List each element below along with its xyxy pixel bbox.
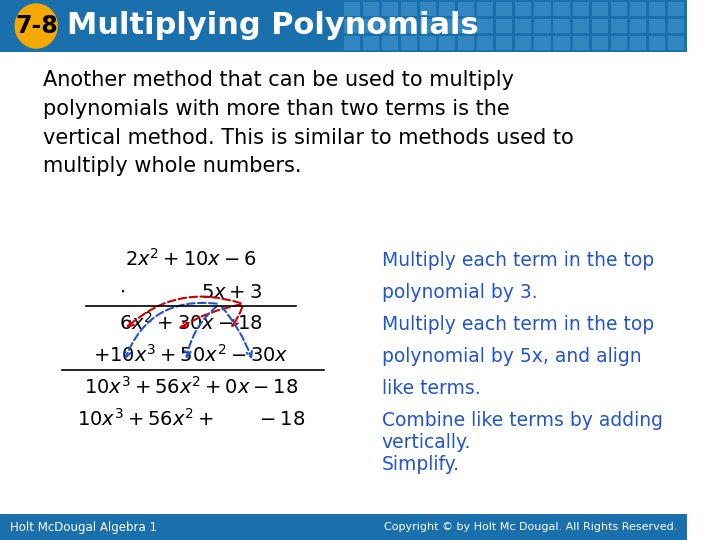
FancyBboxPatch shape xyxy=(363,2,379,16)
FancyBboxPatch shape xyxy=(554,36,570,50)
FancyBboxPatch shape xyxy=(592,2,608,16)
Text: vertically.: vertically. xyxy=(382,433,471,452)
FancyBboxPatch shape xyxy=(382,2,398,16)
Text: $2x^2 + 10x - 6$: $2x^2 + 10x - 6$ xyxy=(125,248,256,270)
FancyBboxPatch shape xyxy=(649,2,665,16)
FancyBboxPatch shape xyxy=(496,2,513,16)
FancyBboxPatch shape xyxy=(516,36,531,50)
FancyBboxPatch shape xyxy=(630,2,646,16)
Text: $\cdot \quad \quad \quad \quad 5x + 3$: $\cdot \quad \quad \quad \quad 5x + 3$ xyxy=(120,283,262,302)
FancyBboxPatch shape xyxy=(649,36,665,50)
FancyBboxPatch shape xyxy=(0,0,687,52)
FancyBboxPatch shape xyxy=(516,2,531,16)
Text: Another method that can be used to multiply
polynomials with more than two terms: Another method that can be used to multi… xyxy=(43,70,574,177)
FancyBboxPatch shape xyxy=(516,19,531,33)
Text: like terms.: like terms. xyxy=(382,379,480,398)
FancyBboxPatch shape xyxy=(572,19,589,33)
FancyBboxPatch shape xyxy=(458,19,474,33)
Text: $+ 10x^3 + 50x^2 - 30x$: $+ 10x^3 + 50x^2 - 30x$ xyxy=(93,344,289,366)
FancyBboxPatch shape xyxy=(630,19,646,33)
FancyBboxPatch shape xyxy=(420,19,436,33)
FancyBboxPatch shape xyxy=(496,36,513,50)
FancyBboxPatch shape xyxy=(668,2,684,16)
Text: Combine like terms by adding: Combine like terms by adding xyxy=(382,411,662,430)
Text: Multiply each term in the top: Multiply each term in the top xyxy=(382,315,654,334)
FancyBboxPatch shape xyxy=(343,19,360,33)
Text: Multiplying Polynomials: Multiplying Polynomials xyxy=(67,11,479,40)
Circle shape xyxy=(15,4,58,48)
FancyBboxPatch shape xyxy=(420,36,436,50)
FancyBboxPatch shape xyxy=(592,36,608,50)
FancyBboxPatch shape xyxy=(439,19,455,33)
FancyBboxPatch shape xyxy=(477,36,493,50)
Text: polynomial by 5x, and align: polynomial by 5x, and align xyxy=(382,347,642,366)
FancyBboxPatch shape xyxy=(534,36,551,50)
Text: Holt McDougal Algebra 1: Holt McDougal Algebra 1 xyxy=(9,521,156,534)
FancyBboxPatch shape xyxy=(439,2,455,16)
FancyBboxPatch shape xyxy=(572,36,589,50)
Text: polynomial by 3.: polynomial by 3. xyxy=(382,283,537,302)
FancyBboxPatch shape xyxy=(496,19,513,33)
FancyBboxPatch shape xyxy=(439,36,455,50)
Text: 7-8: 7-8 xyxy=(15,14,58,38)
FancyBboxPatch shape xyxy=(382,36,398,50)
Text: Simplify.: Simplify. xyxy=(382,455,459,474)
FancyBboxPatch shape xyxy=(401,2,417,16)
Text: $10x^3 + 56x^2 + \quad\quad - 18$: $10x^3 + 56x^2 + \quad\quad - 18$ xyxy=(77,408,305,430)
FancyBboxPatch shape xyxy=(401,19,417,33)
FancyBboxPatch shape xyxy=(363,36,379,50)
FancyBboxPatch shape xyxy=(592,19,608,33)
FancyBboxPatch shape xyxy=(611,19,627,33)
FancyBboxPatch shape xyxy=(363,19,379,33)
FancyBboxPatch shape xyxy=(611,36,627,50)
FancyBboxPatch shape xyxy=(611,2,627,16)
FancyBboxPatch shape xyxy=(382,19,398,33)
FancyBboxPatch shape xyxy=(458,36,474,50)
FancyBboxPatch shape xyxy=(668,19,684,33)
FancyBboxPatch shape xyxy=(534,2,551,16)
FancyBboxPatch shape xyxy=(630,36,646,50)
FancyBboxPatch shape xyxy=(343,2,360,16)
Text: Copyright © by Holt Mc Dougal. All Rights Reserved.: Copyright © by Holt Mc Dougal. All Right… xyxy=(384,522,678,532)
Text: $10x^3 + 56x^2 + 0x - 18$: $10x^3 + 56x^2 + 0x - 18$ xyxy=(84,376,298,398)
FancyBboxPatch shape xyxy=(477,19,493,33)
Text: $6x^2 + 30x - 18$: $6x^2 + 30x - 18$ xyxy=(119,312,263,334)
FancyBboxPatch shape xyxy=(554,19,570,33)
FancyBboxPatch shape xyxy=(534,19,551,33)
FancyBboxPatch shape xyxy=(401,36,417,50)
Text: Multiply each term in the top: Multiply each term in the top xyxy=(382,251,654,270)
FancyBboxPatch shape xyxy=(420,2,436,16)
FancyBboxPatch shape xyxy=(572,2,589,16)
FancyBboxPatch shape xyxy=(554,2,570,16)
FancyBboxPatch shape xyxy=(343,36,360,50)
FancyBboxPatch shape xyxy=(458,2,474,16)
FancyBboxPatch shape xyxy=(477,2,493,16)
FancyBboxPatch shape xyxy=(668,36,684,50)
FancyBboxPatch shape xyxy=(0,514,687,540)
FancyBboxPatch shape xyxy=(649,19,665,33)
